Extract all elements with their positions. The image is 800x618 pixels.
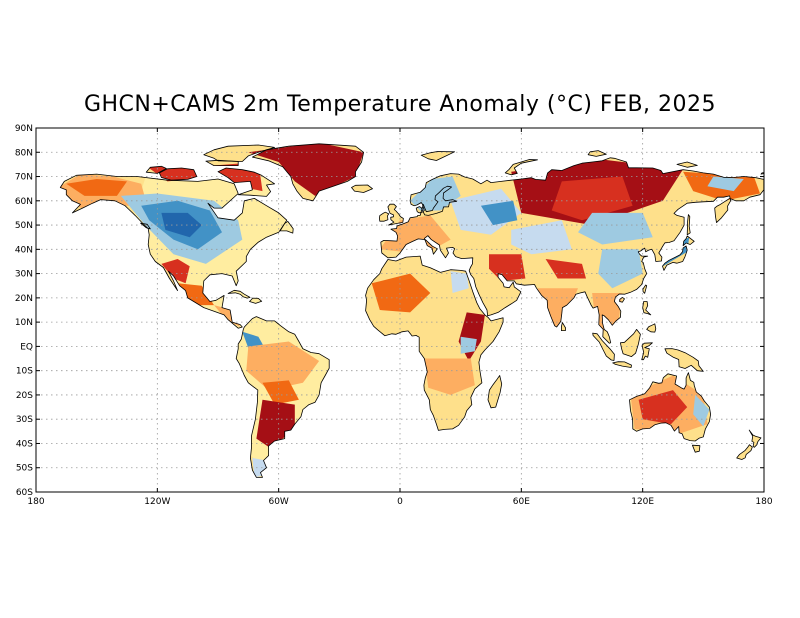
anomaly-amazon-warm <box>246 341 320 391</box>
anomaly-australia-center-red <box>638 390 688 425</box>
anomaly-australia-east-cool <box>693 394 710 427</box>
coastline-eurasia <box>380 157 764 344</box>
coastline-africa <box>365 255 504 431</box>
coastline-great-britain <box>387 203 404 226</box>
coastline-ellesmere-island <box>203 144 276 162</box>
anomaly-himalaya-red <box>545 259 586 279</box>
coastline-new-siberian-islands <box>676 161 698 168</box>
coastline-ireland <box>378 211 390 222</box>
anomaly-greenland-dark-red <box>248 143 364 196</box>
coastline-south-america <box>235 316 330 478</box>
coastline-mindanao <box>646 323 657 333</box>
lat-tick-label: 50S <box>16 464 33 474</box>
lat-tick-label: 20S <box>16 391 33 401</box>
lat-tick-label: 10S <box>16 367 33 377</box>
coastline-north-america <box>59 173 288 329</box>
anomaly-kazakhstan-pale-blue <box>511 220 572 255</box>
coastline-newfoundland <box>279 220 294 234</box>
anomaly-mexico-orange <box>177 283 214 306</box>
coastline-iceland <box>351 184 373 193</box>
anomaly-east-africa-blue <box>460 336 477 354</box>
anomaly-chukotka-cool <box>707 176 744 192</box>
coastline-sulawesi <box>641 342 653 361</box>
anomaly-india-warm <box>537 288 578 327</box>
lon-tick-label: 120W <box>144 497 170 507</box>
coastline-sumatra <box>592 332 615 361</box>
coastline-madagascar <box>487 375 503 409</box>
coastline-taiwan <box>642 284 648 294</box>
anomaly-ural-blue <box>480 200 518 226</box>
lat-tick-label: 90N <box>15 124 33 134</box>
lat-tick-label: 40S <box>16 439 33 449</box>
coastline-hispaniola <box>249 297 263 304</box>
coastline-banks-island <box>145 165 167 174</box>
coastline-cuba <box>227 289 251 299</box>
coastline-sri-lanka <box>561 322 566 332</box>
lon-tick-label: 60W <box>268 497 288 507</box>
lon-tick-label: 120E <box>631 497 654 507</box>
coastline-new-guinea <box>664 348 704 372</box>
coastline-novaya-zemlya <box>504 159 538 176</box>
anomaly-southern-africa-warm <box>424 358 475 395</box>
anomaly-southwest-us-warm <box>161 259 190 284</box>
coastline-vancouver-island <box>140 222 151 230</box>
lat-tick-label: 10N <box>15 318 33 328</box>
anomaly-china-cool <box>598 249 643 289</box>
coastline-australia <box>629 372 711 442</box>
lat-tick-label: 50N <box>15 221 33 231</box>
lat-tick-label: 80N <box>15 148 33 158</box>
coastline-japan <box>662 245 688 271</box>
anomaly-egypt-cool <box>450 271 469 293</box>
lat-tick-label: 30N <box>15 270 33 280</box>
coastline-severnaya-zemlya <box>587 150 607 157</box>
coastline-svalbard <box>420 151 456 161</box>
anomaly-scandinavia-blue <box>410 176 461 211</box>
lat-tick-label: 30S <box>16 415 33 425</box>
lat-tick-label: 60S <box>16 488 33 498</box>
lat-tick-label: 40N <box>15 245 33 255</box>
coastline-new-zealand-south <box>736 444 753 460</box>
axis-ticks: 90N 80N 70N 60N 50N 40N 30N 20N 10N EQ 10S 20S 30S 40… <box>15 124 773 507</box>
anomaly-bolivia-orange <box>262 380 299 405</box>
coastline-greenland <box>251 143 365 202</box>
coastline-java <box>612 361 632 368</box>
anomaly-central-siberia-red <box>551 176 633 221</box>
coastline-luzon <box>642 301 652 316</box>
coastline-hokkaido <box>682 235 695 247</box>
coastline-tasmania <box>692 444 701 453</box>
coastline-devon-island <box>205 159 239 167</box>
anomaly-alaska-strong <box>66 179 127 196</box>
map-title: GHCN+CAMS 2m Temperature Anomaly (°C) FE… <box>83 92 717 117</box>
anomaly-mongolia-blue <box>578 212 653 245</box>
coastline-new-zealand-north <box>748 429 762 448</box>
coastlines <box>59 143 764 478</box>
coastline-baffin-island <box>217 167 276 197</box>
coastline-hainan <box>619 296 625 303</box>
lon-tick-label: 60E <box>513 497 530 507</box>
lat-tick-label: 70N <box>15 173 33 183</box>
lat-tick-label: EQ <box>20 342 33 352</box>
lat-tick-label: 20N <box>15 294 33 304</box>
anomaly-west-africa-orange <box>371 273 431 313</box>
coastline-victoria-island <box>158 167 198 181</box>
lat-tick-label: 60N <box>15 197 33 207</box>
coastline-borneo <box>620 328 641 358</box>
lon-tick-label: 0 <box>397 497 403 507</box>
lon-tick-label: 180 <box>27 497 44 507</box>
lon-tick-label: 180 <box>755 497 772 507</box>
coastline-sakhalin <box>686 214 691 236</box>
